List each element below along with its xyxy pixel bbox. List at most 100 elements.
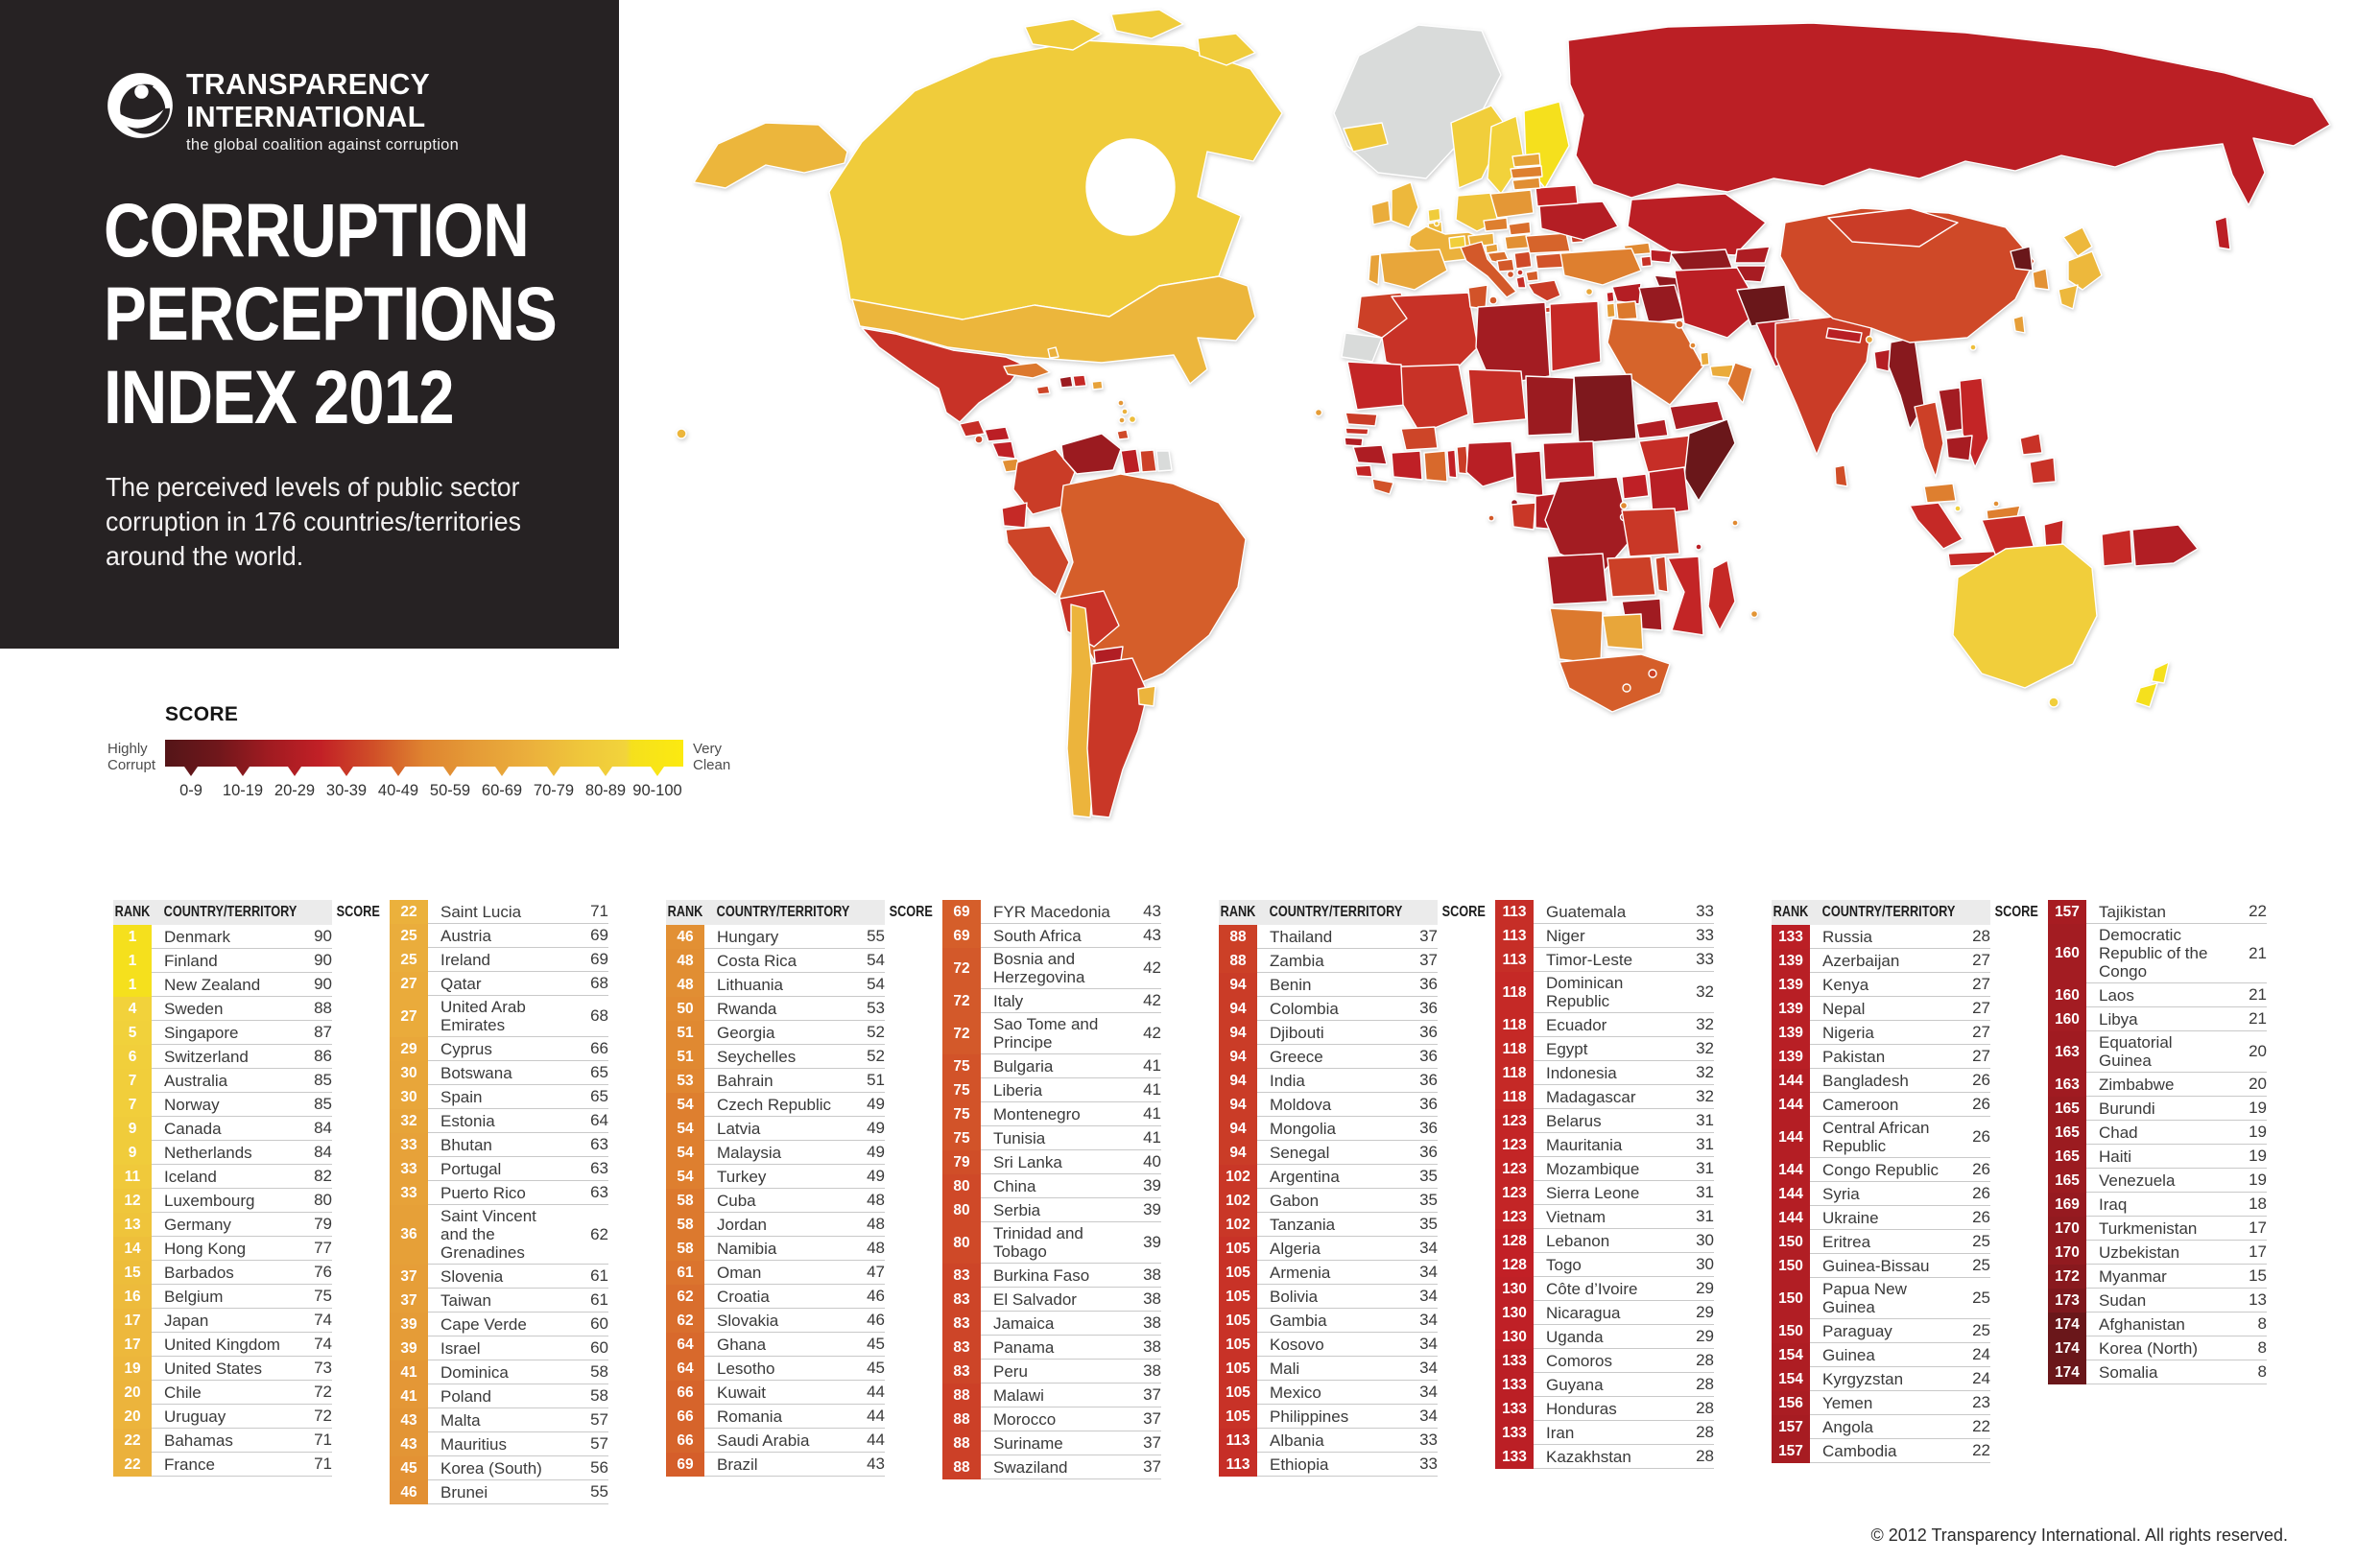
rank-cell: 61 <box>666 1261 704 1285</box>
rank-cell: 133 <box>1495 1373 1534 1397</box>
rank-cell: 32 <box>390 1109 428 1133</box>
country-name: Haiti <box>2099 1147 2132 1166</box>
scale-tick: 60-69 <box>476 767 528 800</box>
country-name: Saudi Arabia <box>717 1431 810 1450</box>
map-region <box>1606 291 1615 303</box>
country-name: Chad <box>2099 1123 2138 1142</box>
score-value: 20 <box>2249 1042 2267 1060</box>
country-name: Turkey <box>717 1167 767 1186</box>
rank-cell: 139 <box>1772 949 1810 973</box>
country-name: Laos <box>2099 985 2134 1005</box>
table-row: 58 Cuba 48 <box>666 1189 885 1213</box>
map-region <box>1909 502 1964 550</box>
table-row: 88 Thailand 37 <box>1219 925 1438 949</box>
score-value: 41 <box>1143 1080 1161 1099</box>
country-name: Burundi <box>2099 1099 2155 1118</box>
transparency-international-logo <box>107 73 173 138</box>
table-row: 139 Nigeria 27 <box>1772 1021 1990 1045</box>
map-region <box>1535 184 1579 207</box>
map-region <box>1508 221 1532 236</box>
score-value: 32 <box>1696 1039 1714 1057</box>
rank-cell: 25 <box>390 948 428 972</box>
table-row: 11 Iceland 82 <box>113 1165 332 1189</box>
map-region <box>1379 248 1448 291</box>
score-value: 24 <box>1972 1345 1990 1363</box>
score-value: 43 <box>1143 926 1161 944</box>
score-value: 39 <box>1143 1200 1161 1218</box>
ranking-column: RANK COUNTRY/TERRITORY SCORE 46 Hungary 55 4… <box>666 900 933 1504</box>
map-region <box>2131 524 2199 567</box>
score-value: 18 <box>2249 1194 2267 1213</box>
rank-cell: 144 <box>1772 1093 1810 1117</box>
table-row: 157 Cambodia 22 <box>1772 1439 1990 1463</box>
rank-cell: 174 <box>2048 1360 2086 1384</box>
rank-cell: 165 <box>2048 1121 2086 1145</box>
rank-cell: 19 <box>113 1357 152 1381</box>
map-region <box>1197 33 1256 66</box>
map-region <box>1485 243 1499 254</box>
country-name: Puerto Rico <box>440 1183 526 1202</box>
score-value: 58 <box>590 1386 608 1405</box>
score-value: 60 <box>590 1338 608 1357</box>
country-name: Dominican Republic <box>1546 974 1624 1010</box>
score-value: 27 <box>1972 999 1990 1017</box>
rank-cell: 94 <box>1219 1141 1257 1165</box>
table-header-row: RANK COUNTRY/TERRITORY SCORE <box>1219 900 1486 925</box>
rank-cell: 17 <box>113 1333 152 1357</box>
table-row: 48 Lithuania 54 <box>666 973 885 997</box>
table-row: 83 Panama 38 <box>942 1336 1161 1360</box>
country-name: India <box>1270 1071 1305 1090</box>
rank-cell: 165 <box>2048 1145 2086 1169</box>
country-name: Finland <box>164 951 218 970</box>
scale-tick: 70-79 <box>528 767 580 800</box>
table-row: 17 Japan 74 <box>113 1309 332 1333</box>
country-name: Ghana <box>717 1335 767 1354</box>
tick-range-label: 60-69 <box>481 782 523 799</box>
table-row: 58 Namibia 48 <box>666 1237 885 1261</box>
country-name: Thailand <box>1270 927 1333 946</box>
brand-block: TRANSPARENCY INTERNATIONAL the global co… <box>106 69 459 154</box>
table-row: 16 Belgium 75 <box>113 1285 332 1309</box>
map-region <box>1525 375 1575 437</box>
table-row: 165 Haiti 19 <box>2048 1145 2267 1169</box>
table-row: 20 Uruguay 72 <box>113 1405 332 1429</box>
score-value: 32 <box>1696 1087 1714 1105</box>
map-region <box>861 327 1024 423</box>
score-value: 90 <box>314 927 332 945</box>
score-value: 54 <box>867 975 885 993</box>
score-header: SCORE <box>1994 904 2038 920</box>
score-value: 33 <box>1696 902 1714 920</box>
map-region <box>1779 207 2035 343</box>
table-row: 102 Tanzania 35 <box>1219 1213 1438 1237</box>
country-header: COUNTRY/TERRITORY <box>1269 904 1403 920</box>
country-name: Nicaragua <box>1546 1303 1621 1322</box>
score-value: 19 <box>2249 1171 2267 1189</box>
country-name: Kosovo <box>1270 1335 1324 1354</box>
rank-cell: 41 <box>390 1384 428 1408</box>
map-region <box>1648 669 1657 678</box>
table-row: 29 Cyprus 66 <box>390 1037 608 1061</box>
table-row: 133 Iran 28 <box>1495 1421 1714 1445</box>
scale-tick: 10-19 <box>217 767 269 800</box>
rank-cell: 50 <box>666 997 704 1021</box>
map-region <box>1467 368 1527 425</box>
map-region <box>2101 529 2133 567</box>
rank-cell: 37 <box>390 1289 428 1313</box>
rank-cell: 105 <box>1219 1285 1257 1309</box>
map-region <box>1120 448 1141 475</box>
rank-cell: 144 <box>1772 1206 1810 1230</box>
score-value: 58 <box>590 1362 608 1381</box>
score-value: 80 <box>314 1191 332 1209</box>
country-name: Paraguay <box>1822 1321 1892 1340</box>
country-name: Mali <box>1270 1359 1300 1378</box>
score-value: 28 <box>1696 1423 1714 1441</box>
score-value: 48 <box>867 1215 885 1233</box>
score-value: 72 <box>314 1407 332 1425</box>
rank-cell: 58 <box>666 1189 704 1213</box>
table-row: 30 Botswana 65 <box>390 1061 608 1085</box>
country-name: Austria <box>440 926 491 945</box>
country-name: Dominica <box>440 1362 509 1382</box>
country-name: Kenya <box>1822 975 1869 994</box>
score-value: 21 <box>2249 985 2267 1004</box>
country-name: Uruguay <box>164 1407 226 1426</box>
